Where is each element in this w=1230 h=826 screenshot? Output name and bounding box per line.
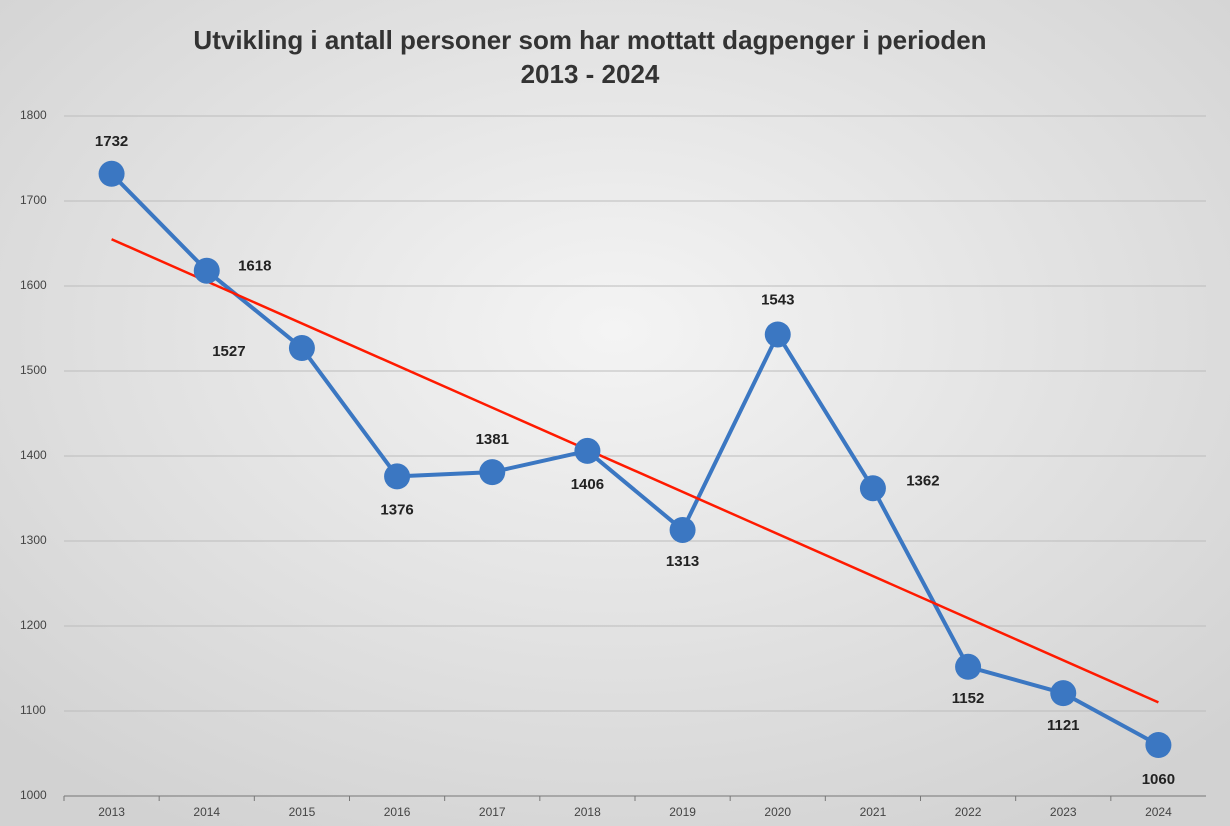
y-tick-label: 1700 bbox=[20, 193, 47, 207]
x-tick-label: 2019 bbox=[669, 805, 696, 819]
data-point bbox=[955, 653, 982, 680]
data-label: 1152 bbox=[952, 690, 985, 707]
data-label: 1362 bbox=[906, 472, 939, 489]
y-tick-label: 1000 bbox=[20, 788, 47, 802]
data-point bbox=[764, 321, 791, 348]
y-tick-label: 1300 bbox=[20, 533, 47, 547]
data-point bbox=[98, 160, 125, 187]
y-tick-label: 1800 bbox=[20, 108, 47, 122]
series-line bbox=[110, 172, 1160, 747]
data-label: 1406 bbox=[571, 476, 604, 493]
x-tick-label: 2021 bbox=[860, 805, 887, 819]
data-label: 1618 bbox=[238, 258, 271, 275]
y-tick-label: 1600 bbox=[20, 278, 47, 292]
data-label: 1543 bbox=[761, 291, 794, 308]
data-label: 1121 bbox=[1047, 717, 1080, 734]
x-tick-label: 2023 bbox=[1050, 805, 1077, 819]
data-point bbox=[574, 437, 601, 464]
y-tick-label: 1500 bbox=[20, 363, 47, 377]
y-tick-label: 1200 bbox=[20, 618, 47, 632]
data-label: 1527 bbox=[212, 343, 245, 360]
data-label: 1313 bbox=[666, 553, 699, 570]
data-point bbox=[1050, 680, 1077, 707]
trendline bbox=[111, 238, 1159, 704]
x-tick-label: 2014 bbox=[193, 805, 220, 819]
x-tick-label: 2013 bbox=[98, 805, 125, 819]
y-tick-label: 1400 bbox=[20, 448, 47, 462]
data-point bbox=[288, 335, 315, 362]
x-tick-label: 2015 bbox=[289, 805, 316, 819]
data-point bbox=[859, 475, 886, 502]
x-tick-label: 2020 bbox=[764, 805, 791, 819]
y-tick-label: 1100 bbox=[20, 703, 46, 717]
chart-title: Utvikling i antall personer som har mott… bbox=[193, 25, 986, 55]
x-tick-label: 2022 bbox=[955, 805, 982, 819]
data-point bbox=[384, 463, 411, 490]
data-label: 1376 bbox=[380, 501, 413, 518]
x-tick-label: 2017 bbox=[479, 805, 506, 819]
data-label: 1732 bbox=[95, 133, 128, 150]
x-tick-label: 2016 bbox=[384, 805, 411, 819]
data-point bbox=[669, 516, 696, 543]
x-tick-label: 2024 bbox=[1145, 805, 1172, 819]
data-point bbox=[193, 257, 220, 284]
x-tick-label: 2018 bbox=[574, 805, 601, 819]
data-label: 1060 bbox=[1142, 771, 1175, 788]
data-label: 1381 bbox=[476, 431, 509, 448]
data-point bbox=[1145, 732, 1172, 758]
chart-title: 2013 - 2024 bbox=[521, 59, 660, 89]
data-point bbox=[479, 459, 506, 486]
